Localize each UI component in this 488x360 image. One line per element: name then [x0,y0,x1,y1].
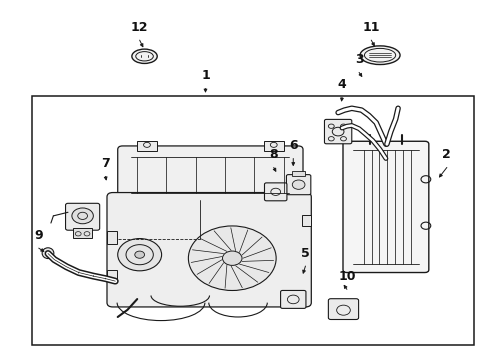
FancyBboxPatch shape [342,141,428,273]
FancyBboxPatch shape [264,183,286,201]
Bar [107,231,117,244]
FancyBboxPatch shape [280,291,305,309]
Bar [264,141,283,151]
Text: 9: 9 [34,229,43,242]
Bar [32,96,473,345]
FancyBboxPatch shape [65,203,100,230]
Circle shape [72,208,93,224]
FancyBboxPatch shape [107,193,311,307]
Text: 3: 3 [354,53,363,66]
Bar [292,171,305,176]
Bar [137,141,157,151]
Text: 8: 8 [269,148,278,161]
Circle shape [292,180,305,189]
Bar [301,215,311,226]
FancyBboxPatch shape [118,146,303,205]
Circle shape [118,239,161,271]
Circle shape [135,251,144,258]
FancyBboxPatch shape [324,120,351,144]
Text: 1: 1 [201,69,209,82]
Bar [73,228,92,238]
Text: 10: 10 [338,270,355,283]
Text: 4: 4 [337,78,346,91]
Circle shape [222,251,242,265]
Text: 2: 2 [442,148,450,161]
Text: 5: 5 [301,247,309,260]
Text: 12: 12 [131,21,148,34]
Bar [107,270,117,282]
Ellipse shape [132,49,157,63]
Text: 6: 6 [288,139,297,152]
Circle shape [188,226,276,291]
FancyBboxPatch shape [328,299,358,319]
Text: 7: 7 [101,157,110,170]
Ellipse shape [42,248,54,258]
Text: 11: 11 [362,21,379,34]
Ellipse shape [359,46,399,64]
FancyBboxPatch shape [286,175,310,195]
